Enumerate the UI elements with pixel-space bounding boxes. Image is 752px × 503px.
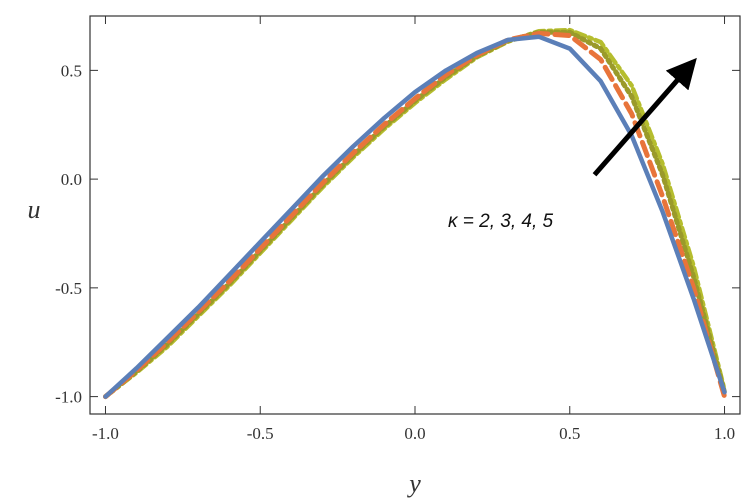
series-line-dashed bbox=[103, 30, 727, 400]
x-tick-label: 0.5 bbox=[559, 424, 580, 443]
x-tick-label: -0.5 bbox=[247, 424, 274, 443]
y-tick-label: 0.0 bbox=[61, 170, 82, 189]
x-axis-ticks: -1.0 -0.5 0.0 0.5 1.0 bbox=[92, 16, 735, 443]
y-axis-title: u bbox=[28, 195, 41, 224]
plot-frame bbox=[89, 15, 741, 415]
y-tick-label: -0.5 bbox=[55, 279, 82, 298]
y-tick-label: 0.5 bbox=[61, 61, 82, 80]
x-tick-label: 0.0 bbox=[404, 424, 425, 443]
series-line-solid bbox=[103, 34, 727, 399]
y-axis-ticks: -1.0 -0.5 0.0 0.5 bbox=[55, 61, 740, 407]
series-layer bbox=[103, 27, 727, 400]
y-tick-label: -1.0 bbox=[55, 388, 82, 407]
series-line-dashdot bbox=[103, 27, 727, 399]
x-tick-label: -1.0 bbox=[92, 424, 119, 443]
trend-arrow bbox=[592, 57, 697, 177]
parameter-annotation: κ = 2, 3, 4, 5 bbox=[448, 211, 554, 232]
x-axis-title: y bbox=[406, 469, 421, 498]
x-tick-label: 1.0 bbox=[714, 424, 735, 443]
